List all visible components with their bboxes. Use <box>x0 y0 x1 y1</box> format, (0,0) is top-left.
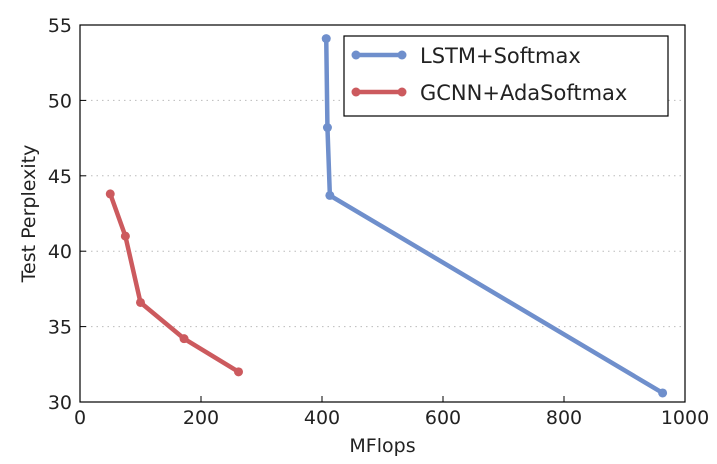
x-tick-label: 800 <box>546 407 582 429</box>
legend-label: GCNN+AdaSoftmax <box>420 81 627 105</box>
x-tick-label: 1000 <box>661 407 709 429</box>
legend-label: LSTM+Softmax <box>420 44 581 68</box>
series-1 <box>105 189 244 377</box>
ticks: 0 200 400 600 800 1000 30 35 40 45 50 55 <box>48 15 709 429</box>
y-tick-label: 30 <box>48 392 72 414</box>
series-line <box>323 36 665 396</box>
series-layer <box>105 34 668 398</box>
data-point <box>325 190 335 200</box>
legend-marker <box>351 50 361 60</box>
y-tick-label: 45 <box>48 166 72 188</box>
data-point <box>322 123 332 133</box>
x-tick-label: 400 <box>304 407 340 429</box>
legend: LSTM+Softmax GCNN+AdaSoftmax <box>343 35 669 117</box>
data-point <box>321 34 331 44</box>
data-point <box>179 334 189 344</box>
data-point <box>658 388 668 398</box>
series-0 <box>321 34 668 398</box>
x-axis-label: MFlops <box>349 435 415 457</box>
y-tick-label: 40 <box>48 241 72 263</box>
x-tick-label: 600 <box>425 407 461 429</box>
legend-box <box>343 35 669 117</box>
y-tick-label: 50 <box>48 90 72 112</box>
y-tick-label: 55 <box>48 15 72 37</box>
y-axis-label: Test Perplexity <box>18 145 40 284</box>
data-point <box>120 231 130 241</box>
grid-lines <box>80 99 685 328</box>
x-tick-label: 0 <box>74 407 86 429</box>
legend-marker <box>397 50 407 60</box>
x-tick-label: 200 <box>183 407 219 429</box>
legend-marker <box>397 87 407 97</box>
data-point <box>234 367 244 377</box>
series-line <box>108 191 241 375</box>
axes-frame <box>79 24 686 403</box>
legend-marker <box>351 87 361 97</box>
data-point <box>136 297 145 307</box>
data-point <box>105 189 115 199</box>
y-tick-label: 35 <box>48 317 72 339</box>
